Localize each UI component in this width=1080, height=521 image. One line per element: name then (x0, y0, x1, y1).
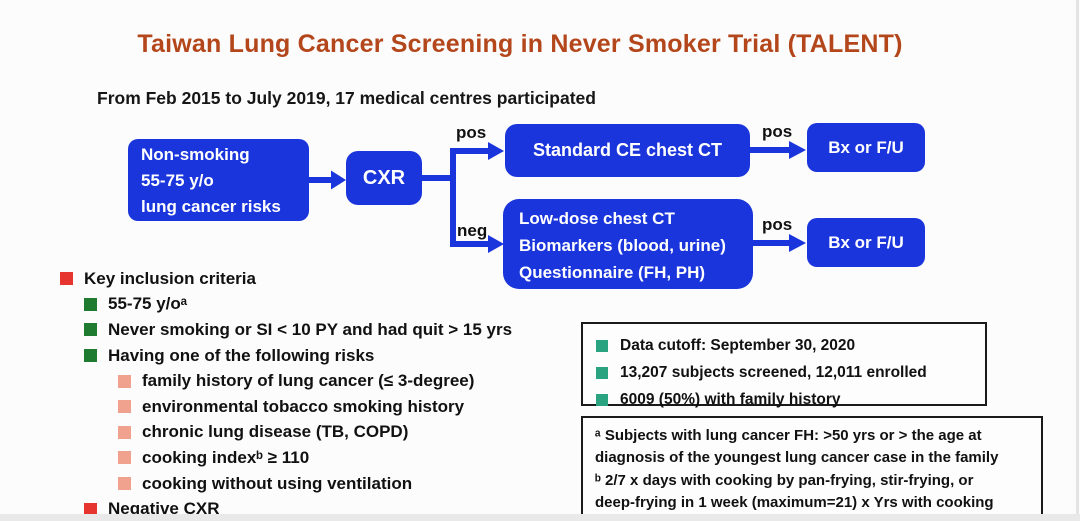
lowdose-line-2: Biomarkers (blood, urine) (519, 236, 726, 255)
flow-label-pos-top: pos (456, 123, 487, 142)
flow-box-standard-ct: Standard CE chest CT (505, 124, 750, 177)
population-line-3: lung cancer risks (141, 197, 281, 216)
green-square-bullet-icon (84, 297, 97, 311)
salmon-square-bullet-icon (118, 374, 131, 388)
population-line-1: Non-smoking (141, 145, 250, 164)
criteria-item: environmental tobacco smoking history (0, 394, 580, 420)
cutoff-item: 13,207 subjects screened, 12,011 enrolle… (596, 359, 979, 386)
salmon-square-bullet-icon (118, 425, 131, 439)
screen-edge-artifact (0, 514, 1080, 521)
screen-edge-artifact (1076, 0, 1079, 521)
flow-box-bx-top: Bx or F/U (807, 123, 925, 172)
criteria-item: 55-75 y/oᵃ (0, 292, 580, 318)
footnote-line: ᵇ 2/7 x days with cooking by pan-frying,… (595, 471, 974, 489)
footnote-line: diagnosis of the youngest lung cancer ca… (595, 449, 999, 467)
lowdose-line-3: Questionnaire (FH, PH) (519, 263, 706, 282)
green-square-bullet-icon (84, 349, 97, 363)
criteria-item: chronic lung disease (TB, COPD) (0, 420, 580, 446)
criteria-item: Negative CXR (0, 496, 580, 521)
flow-label-pos-right-top: pos (762, 122, 793, 141)
footnote-line: ᵃ Subjects with lung cancer FH: >50 yrs … (595, 427, 982, 444)
flow-box-population: Non-smoking 55-75 y/o lung cancer risks (128, 139, 309, 221)
salmon-square-bullet-icon (118, 400, 131, 414)
flow-label-pos-right-bottom: pos (762, 215, 793, 234)
criteria-item: cooking indexᵇ ≥ 110 (0, 445, 580, 471)
flow-box-cxr: CXR (346, 151, 422, 205)
teal-square-bullet-icon (596, 339, 608, 352)
inclusion-criteria-list: Key inclusion criteria 55-75 y/oᵃ Never … (0, 266, 580, 521)
population-line-2: 55-75 y/o (141, 171, 214, 190)
slide-title: Taiwan Lung Cancer Screening in Never Sm… (137, 30, 903, 58)
criteria-item: family history of lung cancer (≤ 3-degre… (0, 368, 580, 394)
cutoff-item: 6009 (50%) with family history (596, 386, 979, 413)
criteria-item: Key inclusion criteria (0, 266, 580, 292)
red-square-bullet-icon (84, 502, 97, 516)
flow-box-lowdose: Low-dose chest CT Biomarkers (blood, uri… (503, 199, 753, 289)
flow-box-bx-bottom: Bx or F/U (807, 218, 925, 267)
criteria-item: Never smoking or SI < 10 PY and had quit… (0, 317, 580, 343)
slide-subtitle: From Feb 2015 to July 2019, 17 medical c… (97, 88, 596, 108)
lowdose-line-1: Low-dose chest CT (519, 209, 675, 228)
criteria-item: cooking without using ventilation (0, 471, 580, 497)
red-square-bullet-icon (60, 272, 73, 286)
footnote-box: ᵃ Subjects with lung cancer FH: >50 yrs … (581, 416, 1043, 517)
salmon-square-bullet-icon (118, 451, 131, 465)
green-square-bullet-icon (84, 323, 97, 337)
footnote-line: deep-frying in 1 week (maximum=21) x Yrs… (595, 493, 994, 511)
data-cutoff-box: Data cutoff: September 30, 2020 13,207 s… (581, 322, 987, 408)
criteria-item: Having one of the following risks (0, 343, 580, 369)
cutoff-item: Data cutoff: September 30, 2020 (596, 332, 979, 359)
teal-square-bullet-icon (596, 393, 608, 406)
teal-square-bullet-icon (596, 366, 608, 379)
flow-label-neg: neg (457, 221, 488, 240)
salmon-square-bullet-icon (118, 477, 131, 491)
